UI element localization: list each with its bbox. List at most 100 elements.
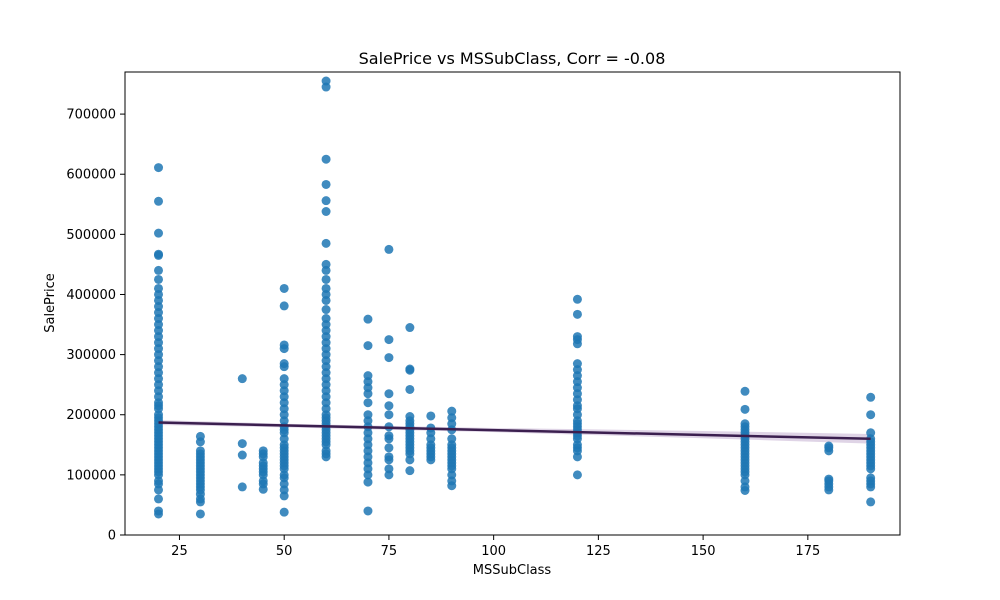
data-point: [384, 335, 394, 345]
data-point: [384, 353, 394, 363]
x-tick-label: 100: [481, 544, 506, 559]
data-point: [363, 477, 373, 487]
data-point: [405, 466, 415, 476]
chart-title: SalePrice vs MSSubClass, Corr = -0.08: [359, 49, 666, 68]
data-point: [572, 470, 582, 480]
y-tick-label: 0: [108, 529, 116, 544]
data-point: [740, 386, 750, 396]
data-point: [154, 506, 164, 516]
data-point: [237, 450, 247, 460]
y-tick-label: 300000: [66, 348, 116, 363]
data-point: [321, 196, 331, 206]
data-point: [321, 305, 331, 315]
data-point: [237, 482, 247, 492]
y-tick-label: 400000: [66, 288, 116, 303]
data-point: [405, 323, 415, 333]
y-tick-label: 200000: [66, 408, 116, 423]
data-point: [321, 314, 331, 324]
data-point: [866, 497, 876, 507]
data-point: [321, 283, 331, 293]
data-point: [384, 452, 394, 462]
data-point: [279, 283, 289, 293]
data-point: [279, 359, 289, 369]
data-point: [154, 283, 164, 293]
data-point: [866, 410, 876, 420]
regression-line-layer: [158, 421, 871, 441]
data-point: [572, 332, 582, 342]
x-axis-ticks: 25 50 75 100 125 150 175: [171, 535, 820, 559]
data-point: [866, 392, 876, 402]
plot-area-frame: [124, 71, 901, 536]
data-point: [154, 228, 164, 238]
x-tick-label: 150: [691, 544, 716, 559]
data-point: [321, 238, 331, 248]
data-point: [405, 364, 415, 374]
x-tick-label: 175: [795, 544, 820, 559]
data-point: [384, 464, 394, 474]
data-point: [384, 244, 394, 254]
data-point: [363, 506, 373, 516]
data-point: [405, 412, 415, 422]
data-point: [195, 431, 205, 441]
data-point: [321, 207, 331, 217]
data-point: [363, 341, 373, 351]
data-point: [279, 507, 289, 517]
data-point: [866, 473, 876, 483]
data-point: [384, 443, 394, 453]
data-point: [384, 431, 394, 441]
data-point: [321, 76, 331, 86]
data-points-layer: [154, 76, 876, 519]
regression-line: [158, 421, 871, 441]
data-point: [258, 446, 268, 456]
data-point: [405, 384, 415, 394]
data-point: [279, 340, 289, 350]
data-point: [824, 441, 834, 451]
x-axis-label: MSSubClass: [473, 563, 552, 578]
data-point: [195, 509, 205, 519]
data-point: [426, 411, 436, 421]
x-tick-label: 25: [171, 544, 188, 559]
data-point: [279, 374, 289, 384]
data-point: [572, 359, 582, 369]
data-point: [154, 274, 164, 284]
data-point: [279, 301, 289, 311]
x-tick-label: 50: [276, 544, 293, 559]
data-point: [447, 434, 457, 444]
y-tick-label: 500000: [66, 228, 116, 243]
data-point: [154, 249, 164, 259]
data-point: [824, 474, 834, 484]
data-point: [237, 374, 247, 384]
data-point: [447, 406, 457, 416]
data-point: [384, 389, 394, 399]
data-point: [321, 259, 331, 269]
x-tick-label: 125: [586, 544, 611, 559]
data-point: [384, 410, 394, 420]
data-point: [447, 413, 457, 423]
y-axis-label: SalePrice: [43, 273, 58, 333]
data-point: [321, 179, 331, 189]
data-point: [321, 274, 331, 284]
data-point: [740, 419, 750, 429]
data-point: [363, 398, 373, 408]
data-point: [740, 404, 750, 414]
y-tick-label: 100000: [66, 468, 116, 483]
data-point: [195, 446, 205, 456]
data-point: [866, 428, 876, 438]
data-point: [237, 439, 247, 449]
data-point: [363, 314, 373, 324]
data-point: [363, 410, 373, 420]
data-point: [154, 196, 164, 206]
data-point: [154, 265, 164, 275]
data-point: [321, 154, 331, 164]
y-tick-label: 600000: [66, 168, 116, 183]
data-point: [154, 163, 164, 173]
data-point: [154, 494, 164, 504]
data-point: [363, 371, 373, 381]
data-point: [384, 401, 394, 411]
data-point: [572, 294, 582, 304]
x-tick-label: 75: [381, 544, 398, 559]
y-tick-label: 700000: [66, 108, 116, 123]
data-point: [572, 309, 582, 319]
